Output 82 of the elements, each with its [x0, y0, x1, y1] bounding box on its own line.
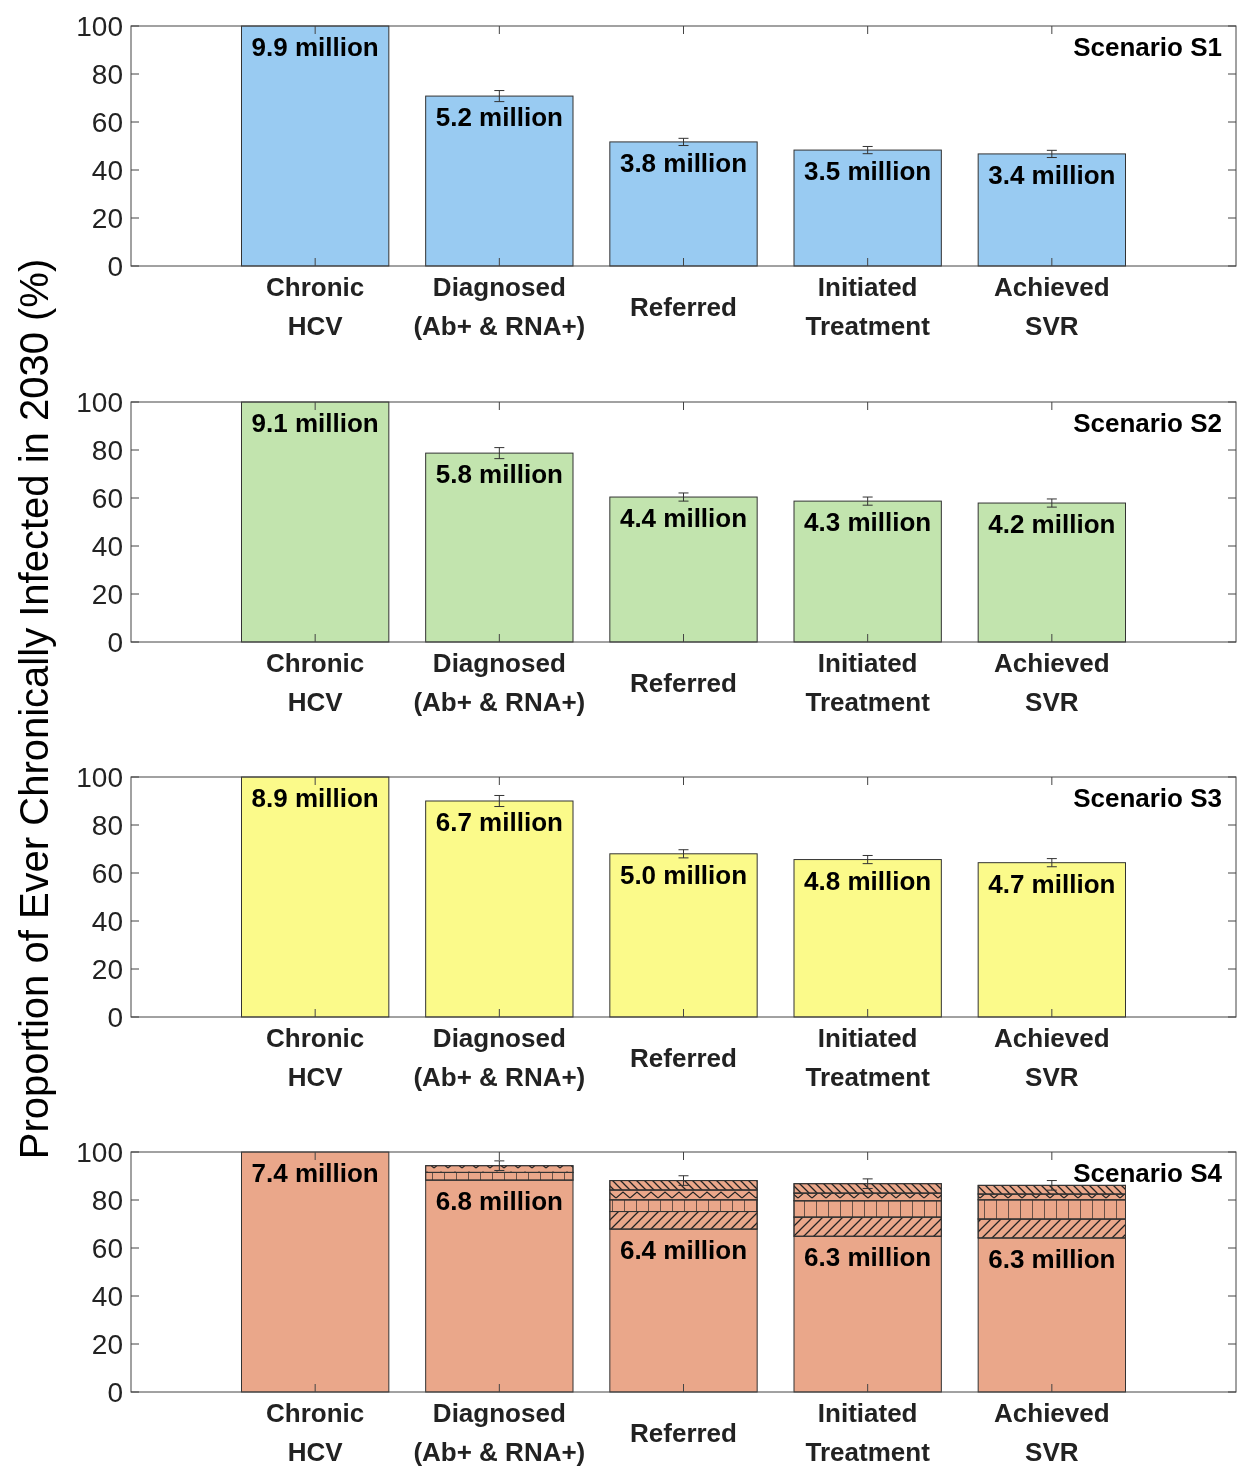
x-tick-label: Chronic HCV [266, 648, 365, 717]
bar [241, 1151, 390, 1393]
annotation: 3.5 million [804, 156, 932, 187]
annotation: 9.1 million [251, 408, 379, 438]
y-tick-label: 20 [91, 578, 123, 610]
y-axis-title: Proportion of Ever Chronically Infected in 2030 (%) [12, 258, 56, 1160]
x-tick-label: Referred [630, 668, 737, 698]
x-tick-label: Diagnosed (Ab+ & RNA+) [413, 1398, 586, 1467]
bar [977, 862, 1126, 1018]
y-tick-label: 0 [107, 626, 123, 658]
x-tick-label: Diagnosed (Ab+ & RNA+) [413, 272, 586, 341]
x-tick-label: Initiated Treatment [805, 1023, 931, 1092]
annotation: 4.2 million [988, 509, 1116, 540]
y-tick-label: 0 [107, 250, 123, 282]
x-tick-label: Achieved SVR [994, 1398, 1110, 1467]
y-tick-label: 80 [91, 1184, 123, 1216]
annotation: 4.8 million [804, 865, 932, 896]
x-tick-label: Initiated Treatment [805, 1398, 931, 1467]
y-tick-label: 20 [91, 1328, 123, 1360]
annotation: 5.2 million [435, 102, 563, 133]
annotation: 3.4 million [988, 159, 1116, 190]
bar [977, 153, 1126, 267]
bar [793, 149, 942, 267]
y-tick-label: 80 [91, 809, 123, 841]
annotation: 6.3 million [804, 1242, 932, 1273]
y-tick-label: 60 [91, 106, 123, 138]
y-tick-label: 100 [76, 386, 123, 418]
chart-title: Scenario S1 [1073, 32, 1222, 62]
y-tick-label: 40 [91, 530, 123, 562]
annotation: 9.9 million [251, 32, 379, 62]
y-tick-label: 20 [91, 202, 123, 234]
x-tick-label: Chronic HCV [266, 272, 365, 341]
chart-title: Scenario S3 [1073, 783, 1222, 813]
y-tick-label: 80 [91, 434, 123, 466]
annotation: 6.3 million [988, 1243, 1116, 1274]
bar [241, 401, 390, 643]
annotation: 5.0 million [619, 859, 748, 890]
y-tick-label: 60 [91, 1232, 123, 1264]
y-tick-label: 100 [76, 10, 123, 42]
y-tick-label: 100 [76, 1136, 123, 1168]
y-tick-label: 60 [91, 857, 123, 889]
annotation: 4.3 million [804, 507, 932, 538]
bar [793, 500, 942, 643]
annotation: 4.4 million [619, 503, 748, 534]
annotation: 4.7 million [988, 868, 1116, 899]
y-tick-label: 0 [107, 1001, 123, 1033]
x-tick-label: Achieved SVR [994, 648, 1110, 717]
y-tick-label: 40 [91, 905, 123, 937]
bar [241, 25, 390, 267]
x-tick-label: Achieved SVR [994, 272, 1110, 341]
y-tick-label: 60 [91, 482, 123, 514]
x-tick-label: Diagnosed (Ab+ & RNA+) [413, 1023, 586, 1092]
chart-title: Scenario S2 [1073, 408, 1222, 438]
annotation: 3.8 million [619, 147, 748, 178]
bar [977, 502, 1126, 643]
x-tick-label: Achieved SVR [994, 1023, 1110, 1092]
annotation: 6.8 million [435, 1186, 563, 1217]
annotation: 5.8 million [435, 459, 563, 490]
annotation: 8.9 million [251, 783, 379, 813]
x-tick-label: Referred [630, 1418, 737, 1448]
annotation: 6.7 million [435, 807, 563, 837]
y-tick-label: 100 [76, 761, 123, 793]
y-tick-label: 40 [91, 154, 123, 186]
bar [793, 859, 942, 1018]
x-tick-label: Referred [630, 1043, 737, 1073]
annotation: 7.4 million [251, 1158, 379, 1188]
y-tick-label: 80 [91, 58, 123, 90]
x-tick-label: Chronic HCV [266, 1023, 365, 1092]
y-tick-label: 20 [91, 953, 123, 985]
x-tick-label: Referred [630, 292, 737, 322]
x-tick-label: Initiated Treatment [805, 272, 931, 341]
bar [609, 496, 758, 643]
y-tick-label: 40 [91, 1280, 123, 1312]
chart-title: Scenario S4 [1073, 1158, 1223, 1188]
x-tick-label: Chronic HCV [266, 1398, 365, 1467]
y-tick-label: 0 [107, 1376, 123, 1408]
x-tick-label: Diagnosed (Ab+ & RNA+) [413, 648, 586, 717]
annotation: 6.4 million [619, 1235, 748, 1266]
x-tick-label: Initiated Treatment [805, 648, 931, 717]
bar [241, 776, 390, 1018]
bar [609, 853, 758, 1018]
bar [609, 141, 758, 267]
